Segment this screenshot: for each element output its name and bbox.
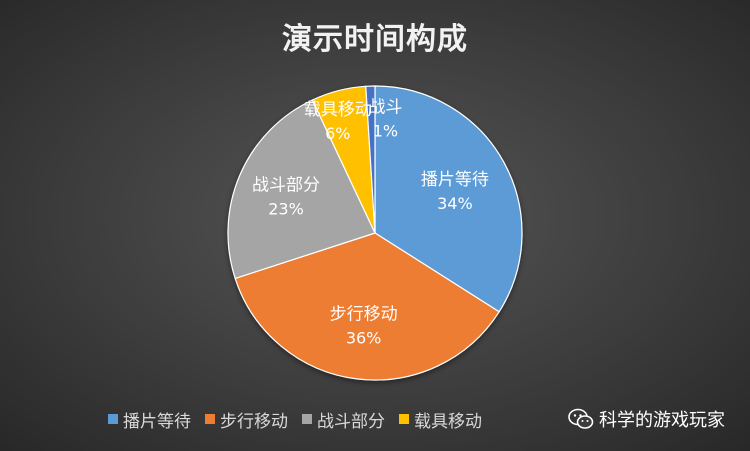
- legend-swatch: [302, 414, 312, 424]
- legend-swatch: [205, 414, 215, 424]
- legend-label: 播片等待: [123, 411, 191, 432]
- legend-label: 载具移动: [414, 411, 482, 432]
- watermark: 科学的游戏玩家: [568, 406, 725, 432]
- legend-label: 战斗部分: [317, 411, 385, 432]
- legend-swatch: [108, 414, 118, 424]
- pie-labels: 播片等待 34% 步行移动 36% 战斗部分 23% 载具移动 6% 战斗 1%: [252, 97, 489, 347]
- legend-item: 步行移动: [205, 407, 288, 432]
- slice-percent-label: 34%: [437, 194, 473, 213]
- slice-percent-label: 1%: [373, 121, 398, 140]
- slice-category-label: 播片等待: [421, 170, 489, 190]
- slice-percent-label: 6%: [325, 124, 350, 143]
- slice-category-label: 载具移动: [304, 100, 372, 120]
- wechat-icon: [568, 408, 594, 429]
- legend-swatch: [399, 414, 409, 424]
- legend-item: 载具移动: [399, 407, 482, 432]
- pie-slice: [365, 85, 376, 234]
- pie-slice: [227, 99, 376, 280]
- slice-category-label: 步行移动: [330, 304, 398, 324]
- slice-category-label: 战斗部分: [252, 176, 320, 196]
- slice-percent-label: 23%: [268, 200, 304, 219]
- pie-slice: [374, 85, 523, 313]
- slice-category-label: 战斗: [368, 97, 402, 117]
- pie-slice: [234, 232, 500, 381]
- watermark-text: 科学的游戏玩家: [599, 410, 725, 431]
- chart-title: 演示时间构成: [282, 22, 468, 57]
- legend-label: 步行移动: [220, 411, 288, 432]
- legend-item: 播片等待: [108, 407, 191, 432]
- legend-item: 战斗部分: [302, 407, 385, 432]
- chart-legend: 播片等待 步行移动 战斗部分 载具移动: [108, 407, 482, 432]
- pie-slices: [227, 85, 523, 381]
- slice-percent-label: 36%: [346, 328, 382, 347]
